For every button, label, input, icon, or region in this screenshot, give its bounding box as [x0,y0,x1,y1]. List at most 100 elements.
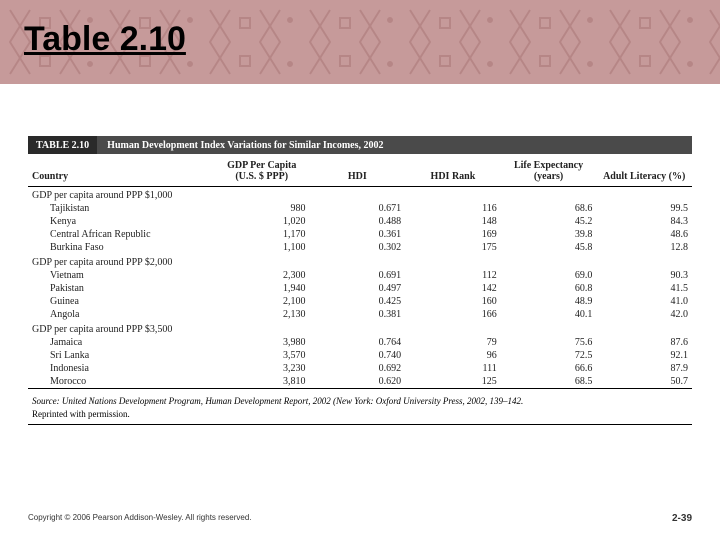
table-header: Country GDP Per Capita (U.S. $ PPP) HDI … [28,154,692,187]
table-row: Kenya1,0200.48814845.284.3 [28,215,692,228]
cell-country: Indonesia [28,362,214,375]
table-row: Burkina Faso1,1000.30217545.812.8 [28,241,692,254]
cell-hdi: 0.620 [310,375,406,389]
col-lit: Adult Literacy (%) [596,154,692,187]
cell-country: Burkina Faso [28,241,214,254]
table-row: Pakistan1,9400.49714260.841.5 [28,282,692,295]
cell-rank: 96 [405,349,501,362]
table-title: Human Development Index Variations for S… [97,140,383,151]
cell-life: 45.2 [501,215,597,228]
group-header: GDP per capita around PPP $3,500 [28,321,692,336]
table-row: Central African Republic1,1700.36116939.… [28,228,692,241]
cell-gdp: 3,230 [214,362,310,375]
cell-country: Jamaica [28,336,214,349]
slide-title: Table 2.10 [24,20,186,59]
cell-rank: 169 [405,228,501,241]
cell-life: 68.6 [501,202,597,215]
cell-rank: 125 [405,375,501,389]
cell-gdp: 2,130 [214,308,310,321]
table-body: GDP per capita around PPP $1,000Tajikist… [28,187,692,389]
copyright-text: Copyright © 2006 Pearson Addison-Wesley.… [28,513,252,524]
cell-life: 66.6 [501,362,597,375]
cell-gdp: 3,570 [214,349,310,362]
cell-country: Central African Republic [28,228,214,241]
cell-rank: 111 [405,362,501,375]
cell-lit: 92.1 [596,349,692,362]
cell-gdp: 1,020 [214,215,310,228]
cell-life: 40.1 [501,308,597,321]
cell-country: Guinea [28,295,214,308]
cell-gdp: 1,940 [214,282,310,295]
col-rank: HDI Rank [405,154,501,187]
cell-rank: 148 [405,215,501,228]
cell-hdi: 0.497 [310,282,406,295]
cell-hdi: 0.381 [310,308,406,321]
table-source: Source: United Nations Development Progr… [28,389,692,425]
table-row: Morocco3,8100.62012568.550.7 [28,375,692,389]
cell-gdp: 980 [214,202,310,215]
group-label: GDP per capita around PPP $2,000 [28,254,692,269]
cell-hdi: 0.302 [310,241,406,254]
table-row: Tajikistan9800.67111668.699.5 [28,202,692,215]
cell-lit: 90.3 [596,269,692,282]
cell-life: 72.5 [501,349,597,362]
cell-lit: 87.6 [596,336,692,349]
cell-hdi: 0.425 [310,295,406,308]
cell-gdp: 2,300 [214,269,310,282]
cell-country: Kenya [28,215,214,228]
col-life: Life Expectancy (years) [501,154,597,187]
table-row: Guinea2,1000.42516048.941.0 [28,295,692,308]
group-label: GDP per capita around PPP $3,500 [28,321,692,336]
cell-life: 48.9 [501,295,597,308]
cell-hdi: 0.692 [310,362,406,375]
data-table: Country GDP Per Capita (U.S. $ PPP) HDI … [28,154,692,389]
col-hdi: HDI [310,154,406,187]
cell-life: 60.8 [501,282,597,295]
footer: Copyright © 2006 Pearson Addison-Wesley.… [28,513,692,524]
cell-hdi: 0.764 [310,336,406,349]
cell-rank: 112 [405,269,501,282]
cell-life: 45.8 [501,241,597,254]
cell-life: 75.6 [501,336,597,349]
cell-gdp: 2,100 [214,295,310,308]
source-reprint: Reprinted with permission. [32,409,130,419]
table-row: Angola2,1300.38116640.142.0 [28,308,692,321]
cell-hdi: 0.671 [310,202,406,215]
cell-gdp: 1,100 [214,241,310,254]
cell-hdi: 0.740 [310,349,406,362]
cell-life: 69.0 [501,269,597,282]
source-italic: Human Development Report, 2002 [205,396,330,406]
cell-lit: 87.9 [596,362,692,375]
table-number: TABLE 2.10 [28,136,97,154]
cell-life: 68.5 [501,375,597,389]
cell-hdi: 0.691 [310,269,406,282]
source-text: United Nations Development Program, [62,396,205,406]
table-row: Vietnam2,3000.69111269.090.3 [28,269,692,282]
table-title-bar: TABLE 2.10 Human Development Index Varia… [28,136,692,154]
cell-lit: 99.5 [596,202,692,215]
cell-rank: 175 [405,241,501,254]
cell-lit: 48.6 [596,228,692,241]
cell-hdi: 0.361 [310,228,406,241]
cell-gdp: 3,980 [214,336,310,349]
cell-lit: 41.0 [596,295,692,308]
page-number: 2-39 [672,513,692,524]
col-gdp: GDP Per Capita (U.S. $ PPP) [214,154,310,187]
cell-rank: 142 [405,282,501,295]
source-label: Source: [32,396,60,406]
cell-lit: 50.7 [596,375,692,389]
cell-hdi: 0.488 [310,215,406,228]
cell-gdp: 3,810 [214,375,310,389]
cell-country: Angola [28,308,214,321]
cell-lit: 12.8 [596,241,692,254]
cell-rank: 160 [405,295,501,308]
cell-lit: 41.5 [596,282,692,295]
header-band: Table 2.10 [0,0,720,84]
cell-country: Pakistan [28,282,214,295]
cell-lit: 84.3 [596,215,692,228]
cell-country: Vietnam [28,269,214,282]
cell-country: Morocco [28,375,214,389]
cell-rank: 79 [405,336,501,349]
cell-lit: 42.0 [596,308,692,321]
cell-life: 39.8 [501,228,597,241]
